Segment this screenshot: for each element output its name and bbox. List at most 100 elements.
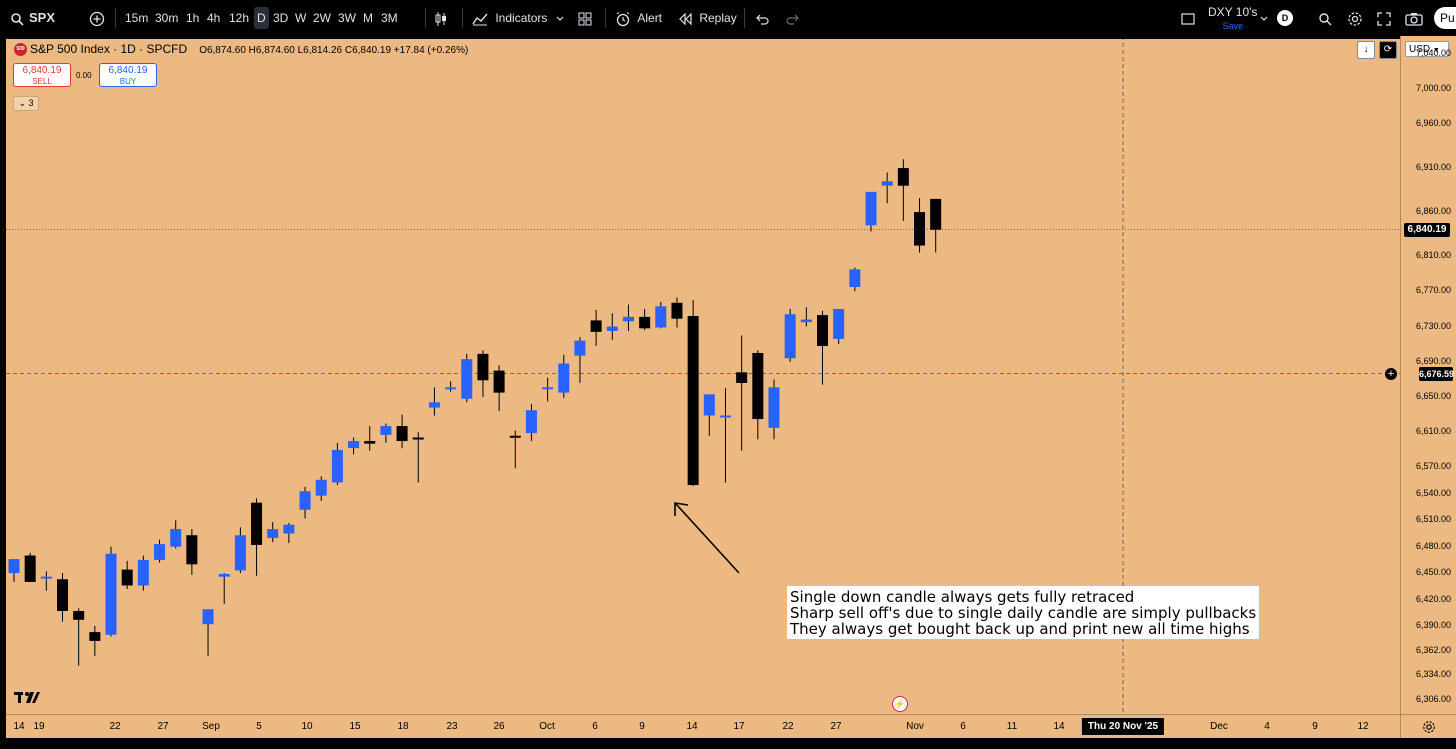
candlestick-chart[interactable]: [6, 36, 1400, 714]
sell-button[interactable]: 6,840.19 SELL: [13, 63, 71, 87]
price-tick-label: 6,306.00: [1415, 693, 1451, 704]
interval-4h[interactable]: 4h: [207, 11, 221, 25]
date-tick-label: 9: [1312, 721, 1318, 732]
candle-body: [251, 502, 263, 545]
toolbar-divider: [425, 8, 426, 28]
toolbar-divider: [744, 8, 745, 28]
interval-15m[interactable]: 15m: [125, 11, 149, 25]
candle-body: [348, 441, 360, 449]
date-tick-label: 27: [830, 721, 842, 732]
currency-selector[interactable]: USD ▼: [1405, 41, 1449, 57]
candle-body: [40, 576, 52, 579]
candle-body: [655, 306, 667, 328]
alert-button[interactable]: Alert: [615, 0, 662, 36]
symbol-search[interactable]: SPX: [29, 10, 56, 25]
gear-icon[interactable]: [1422, 720, 1436, 734]
candle-body: [73, 610, 85, 620]
candle-body: [768, 387, 780, 428]
candle-body: [930, 198, 942, 230]
save-link[interactable]: Save: [1222, 21, 1243, 31]
plus-circle-icon[interactable]: [89, 0, 105, 36]
arrow-line: [675, 503, 740, 574]
replay-button[interactable]: Replay: [679, 0, 737, 36]
redo-icon[interactable]: [786, 0, 800, 36]
price-tick-label: 6,730.00: [1415, 320, 1451, 331]
last-price-label: 6,840.19: [1404, 222, 1450, 237]
toolbar-divider: [605, 8, 606, 28]
candle-body: [493, 370, 505, 393]
camera-icon[interactable]: [1405, 0, 1423, 36]
quick-search-icon[interactable]: [1318, 0, 1332, 36]
price-tick-label: 6,860.00: [1415, 206, 1451, 217]
candle-body: [914, 212, 926, 246]
price-tick-label: 6,510.00: [1415, 514, 1451, 525]
chart-settings-corner[interactable]: [1400, 714, 1456, 739]
date-tick-label: 6: [592, 721, 598, 732]
currency-label: USD: [1409, 44, 1431, 55]
indicators-button[interactable]: Indicators: [472, 0, 547, 36]
annotation-text-box[interactable]: Single down candle always gets fully ret…: [787, 586, 1259, 639]
price-tick-label: 6,690.00: [1415, 355, 1451, 366]
price-tick-label: 6,540.00: [1415, 487, 1451, 498]
chart-pane[interactable]: 500 S&P 500 Index · 1D · SPCFD O6,874.60 H…: [6, 36, 1400, 714]
candle-body: [57, 579, 69, 611]
candle-body: [574, 340, 586, 356]
date-tick-label: 12: [1357, 721, 1369, 732]
chart-title[interactable]: S&P 500 Index · 1D · SPCFD: [30, 42, 188, 56]
sell-label: SELL: [32, 77, 52, 86]
interval-m[interactable]: M: [363, 11, 373, 25]
chevron-down-icon[interactable]: [1260, 0, 1268, 36]
lightning-event-icon[interactable]: ⚡: [892, 696, 908, 712]
alert-label: Alert: [637, 11, 663, 25]
add-alert-plus-icon[interactable]: +: [1385, 367, 1397, 380]
watchlist-dxy[interactable]: DXY 10's Save: [1208, 5, 1257, 33]
annotation-line: They always get bought back up and print…: [790, 620, 1250, 638]
date-tick-label: 15: [349, 721, 361, 732]
interval-1h[interactable]: 1h: [186, 11, 200, 25]
watch-badge[interactable]: D: [1277, 10, 1293, 26]
interval-12h[interactable]: 12h: [229, 11, 250, 25]
publish-button[interactable]: Pu: [1434, 7, 1456, 29]
date-tick-label: 14: [1053, 721, 1065, 732]
interval-w[interactable]: W: [295, 11, 307, 25]
candle-body: [606, 326, 618, 331]
tradingview-logo[interactable]: [14, 688, 40, 709]
interval-3m[interactable]: 3M: [381, 11, 398, 25]
candle-body: [865, 191, 877, 226]
candle-body: [299, 491, 311, 510]
candle-body: [461, 359, 473, 399]
candle-body: [800, 319, 812, 323]
search-icon[interactable]: [10, 0, 24, 36]
scroll-to-latest-icon[interactable]: ↓: [1357, 41, 1375, 59]
price-tick-label: 7,040.00: [1415, 47, 1451, 58]
candles-chart-type-icon[interactable]: [434, 0, 448, 36]
time-axis[interactable]: 14 19 22 27 Sep 5 10 15 18 23 26 Oct 6 9 14 17 22 27 Nov 6 1…: [6, 714, 1400, 739]
collapsed-count: 3: [28, 98, 34, 108]
candle-body: [542, 387, 554, 390]
chevron-down-icon[interactable]: [556, 0, 564, 36]
date-tick-label: 14: [686, 721, 698, 732]
interval-3w[interactable]: 3W: [338, 11, 356, 25]
price-tick-label: 6,810.00: [1415, 250, 1451, 261]
interval-30m[interactable]: 30m: [155, 11, 179, 25]
crosshair-price-label: 6,676.59: [1419, 366, 1455, 381]
interval-2w[interactable]: 2W: [313, 11, 331, 25]
candle-body: [24, 555, 36, 582]
auto-scale-icon[interactable]: ⟳: [1379, 41, 1397, 59]
interval-d[interactable]: D: [254, 7, 269, 29]
buy-button[interactable]: 6,840.19 BUY: [99, 63, 157, 87]
date-tick-label: 27: [157, 721, 169, 732]
price-axis[interactable]: USD ▼ 7,040.00 7,000.00 6,960.00 6,910.00 6,…: [1385, 36, 1456, 714]
gear-icon[interactable]: [1347, 0, 1363, 36]
toolbar-divider: [115, 8, 116, 28]
collapse-indicators-button[interactable]: ⌄ 3: [13, 96, 39, 111]
layouts-grid-icon[interactable]: [578, 0, 592, 36]
interval-3d[interactable]: 3D: [273, 11, 289, 25]
undo-icon[interactable]: [755, 0, 769, 36]
price-tick-label: 6,480.00: [1415, 540, 1451, 551]
alarm-clock-icon: [616, 11, 630, 26]
sell-price: 6,840.19: [22, 65, 62, 76]
price-tick-label: 6,570.00: [1415, 461, 1451, 472]
fullscreen-icon[interactable]: [1377, 0, 1391, 36]
fullscreen-rect-icon[interactable]: [1181, 0, 1195, 36]
